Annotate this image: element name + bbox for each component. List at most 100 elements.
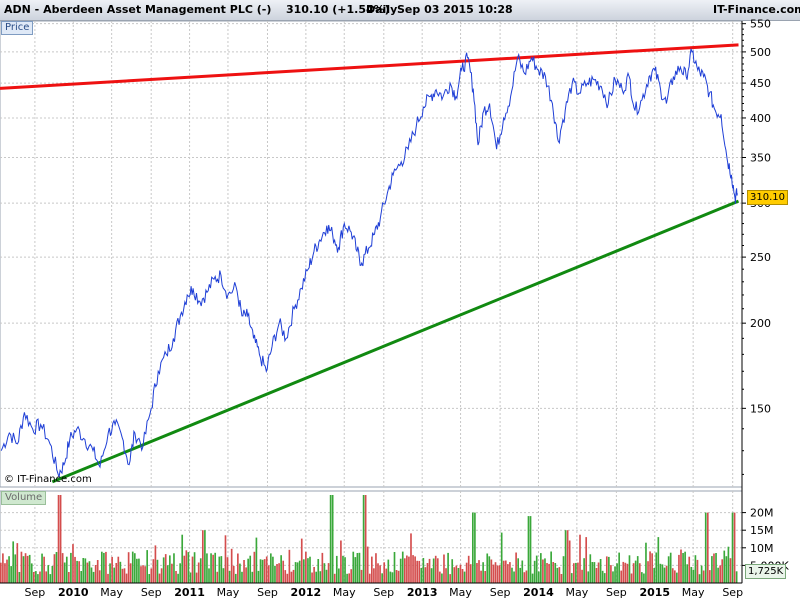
- volume-bar: [467, 555, 470, 583]
- price-tick-label: 200: [750, 317, 771, 330]
- volume-bar: [469, 564, 472, 583]
- volume-bar: [284, 570, 287, 583]
- volume-bar: [24, 553, 27, 583]
- volume-bar: [133, 553, 136, 583]
- volume-bar: [680, 549, 682, 583]
- volume-bar: [552, 562, 555, 583]
- volume-bar: [616, 563, 618, 583]
- volume-tick-label: 20M: [750, 507, 774, 520]
- volume-bar: [377, 563, 379, 583]
- volume-bar: [572, 563, 575, 583]
- price-tick-label: 250: [750, 251, 771, 264]
- volume-bar: [338, 568, 340, 583]
- volume-bar: [270, 553, 272, 583]
- volume-bar: [455, 565, 458, 583]
- volume-bar: [121, 568, 124, 583]
- volume-bar: [476, 563, 478, 583]
- volume-bar: [171, 563, 173, 583]
- volume-bar: [286, 573, 289, 583]
- volume-bar: [729, 558, 732, 583]
- volume-bar: [439, 571, 441, 583]
- volume-bar: [723, 550, 726, 583]
- volume-bar: [162, 557, 165, 583]
- volume-bar: [189, 572, 192, 583]
- volume-bar: [208, 568, 210, 583]
- volume-bar: [589, 554, 592, 583]
- volume-bar: [175, 571, 177, 583]
- volume-bar: [146, 550, 148, 583]
- volume-bar: [484, 571, 487, 583]
- volume-bar: [383, 562, 386, 583]
- x-tick-label: 2010: [58, 586, 89, 599]
- volume-bar: [424, 567, 427, 583]
- volume-bar: [643, 573, 645, 583]
- price-tick-label: 550: [750, 18, 771, 31]
- volume-bar: [451, 559, 454, 583]
- volume-bar: [544, 558, 546, 583]
- volume-bar: [387, 559, 390, 583]
- volume-bar: [715, 553, 717, 583]
- volume-bar: [300, 538, 303, 583]
- volume-bar: [696, 559, 699, 583]
- volume-bar: [173, 553, 175, 583]
- volume-bar: [612, 571, 614, 583]
- volume-bar: [309, 556, 311, 583]
- volume-bar: [2, 553, 4, 583]
- volume-bar: [325, 569, 328, 583]
- volume-bar: [671, 568, 674, 583]
- volume-bar: [179, 563, 181, 583]
- volume-bar: [546, 563, 548, 583]
- volume-bar: [537, 571, 540, 583]
- volume-bar: [465, 562, 468, 583]
- volume-bar: [41, 553, 43, 583]
- volume-bar: [329, 495, 332, 583]
- volume-bar: [313, 567, 315, 583]
- volume-bar: [68, 572, 70, 583]
- price-panel-tag[interactable]: Price: [1, 21, 34, 35]
- volume-bar: [570, 573, 573, 583]
- volume-bar: [35, 571, 37, 583]
- volume-bar: [288, 549, 291, 583]
- volume-bar: [342, 555, 344, 583]
- volume-bar: [125, 573, 128, 583]
- volume-bar: [414, 556, 416, 583]
- support-trendline: [51, 199, 740, 484]
- volume-bar: [449, 574, 451, 583]
- volume-bar: [43, 556, 45, 583]
- volume-bar: [453, 567, 456, 583]
- volume-bar: [96, 560, 99, 583]
- volume-bar: [358, 552, 361, 583]
- volume-bar: [107, 573, 109, 583]
- title-interval: Daily: [366, 3, 398, 16]
- volume-bar: [651, 553, 653, 583]
- volume-bar: [566, 530, 569, 583]
- volume-panel-tag[interactable]: Volume: [1, 491, 47, 505]
- volume-bar: [239, 563, 241, 583]
- volume-bar: [661, 564, 664, 583]
- volume-bar: [408, 556, 410, 583]
- volume-bar: [496, 565, 499, 583]
- volume-bar: [224, 535, 227, 583]
- volume-bar: [418, 560, 421, 583]
- volume-bar: [115, 563, 118, 583]
- volume-tick-label: 10M: [750, 542, 774, 555]
- volume-bar: [527, 516, 530, 583]
- volume-bar: [14, 554, 17, 583]
- volume-bar: [422, 558, 425, 583]
- volume-bar: [183, 555, 186, 583]
- volume-bar: [389, 571, 392, 583]
- volume-bar: [490, 559, 493, 583]
- volume-bar: [403, 558, 406, 583]
- x-tick-label: Sep: [25, 586, 46, 599]
- volume-bar: [206, 553, 208, 583]
- volume-bar: [618, 552, 620, 583]
- volume-bar: [237, 553, 239, 583]
- volume-bar: [614, 566, 616, 583]
- volume-bar: [577, 562, 579, 583]
- volume-bar: [74, 556, 76, 583]
- volume-bar: [636, 556, 639, 583]
- title-symbol: ADN - Aberdeen Asset Management PLC (-): [4, 3, 272, 16]
- volume-bar: [276, 564, 278, 583]
- volume-bar: [65, 556, 68, 583]
- x-tick-label: May: [565, 586, 588, 599]
